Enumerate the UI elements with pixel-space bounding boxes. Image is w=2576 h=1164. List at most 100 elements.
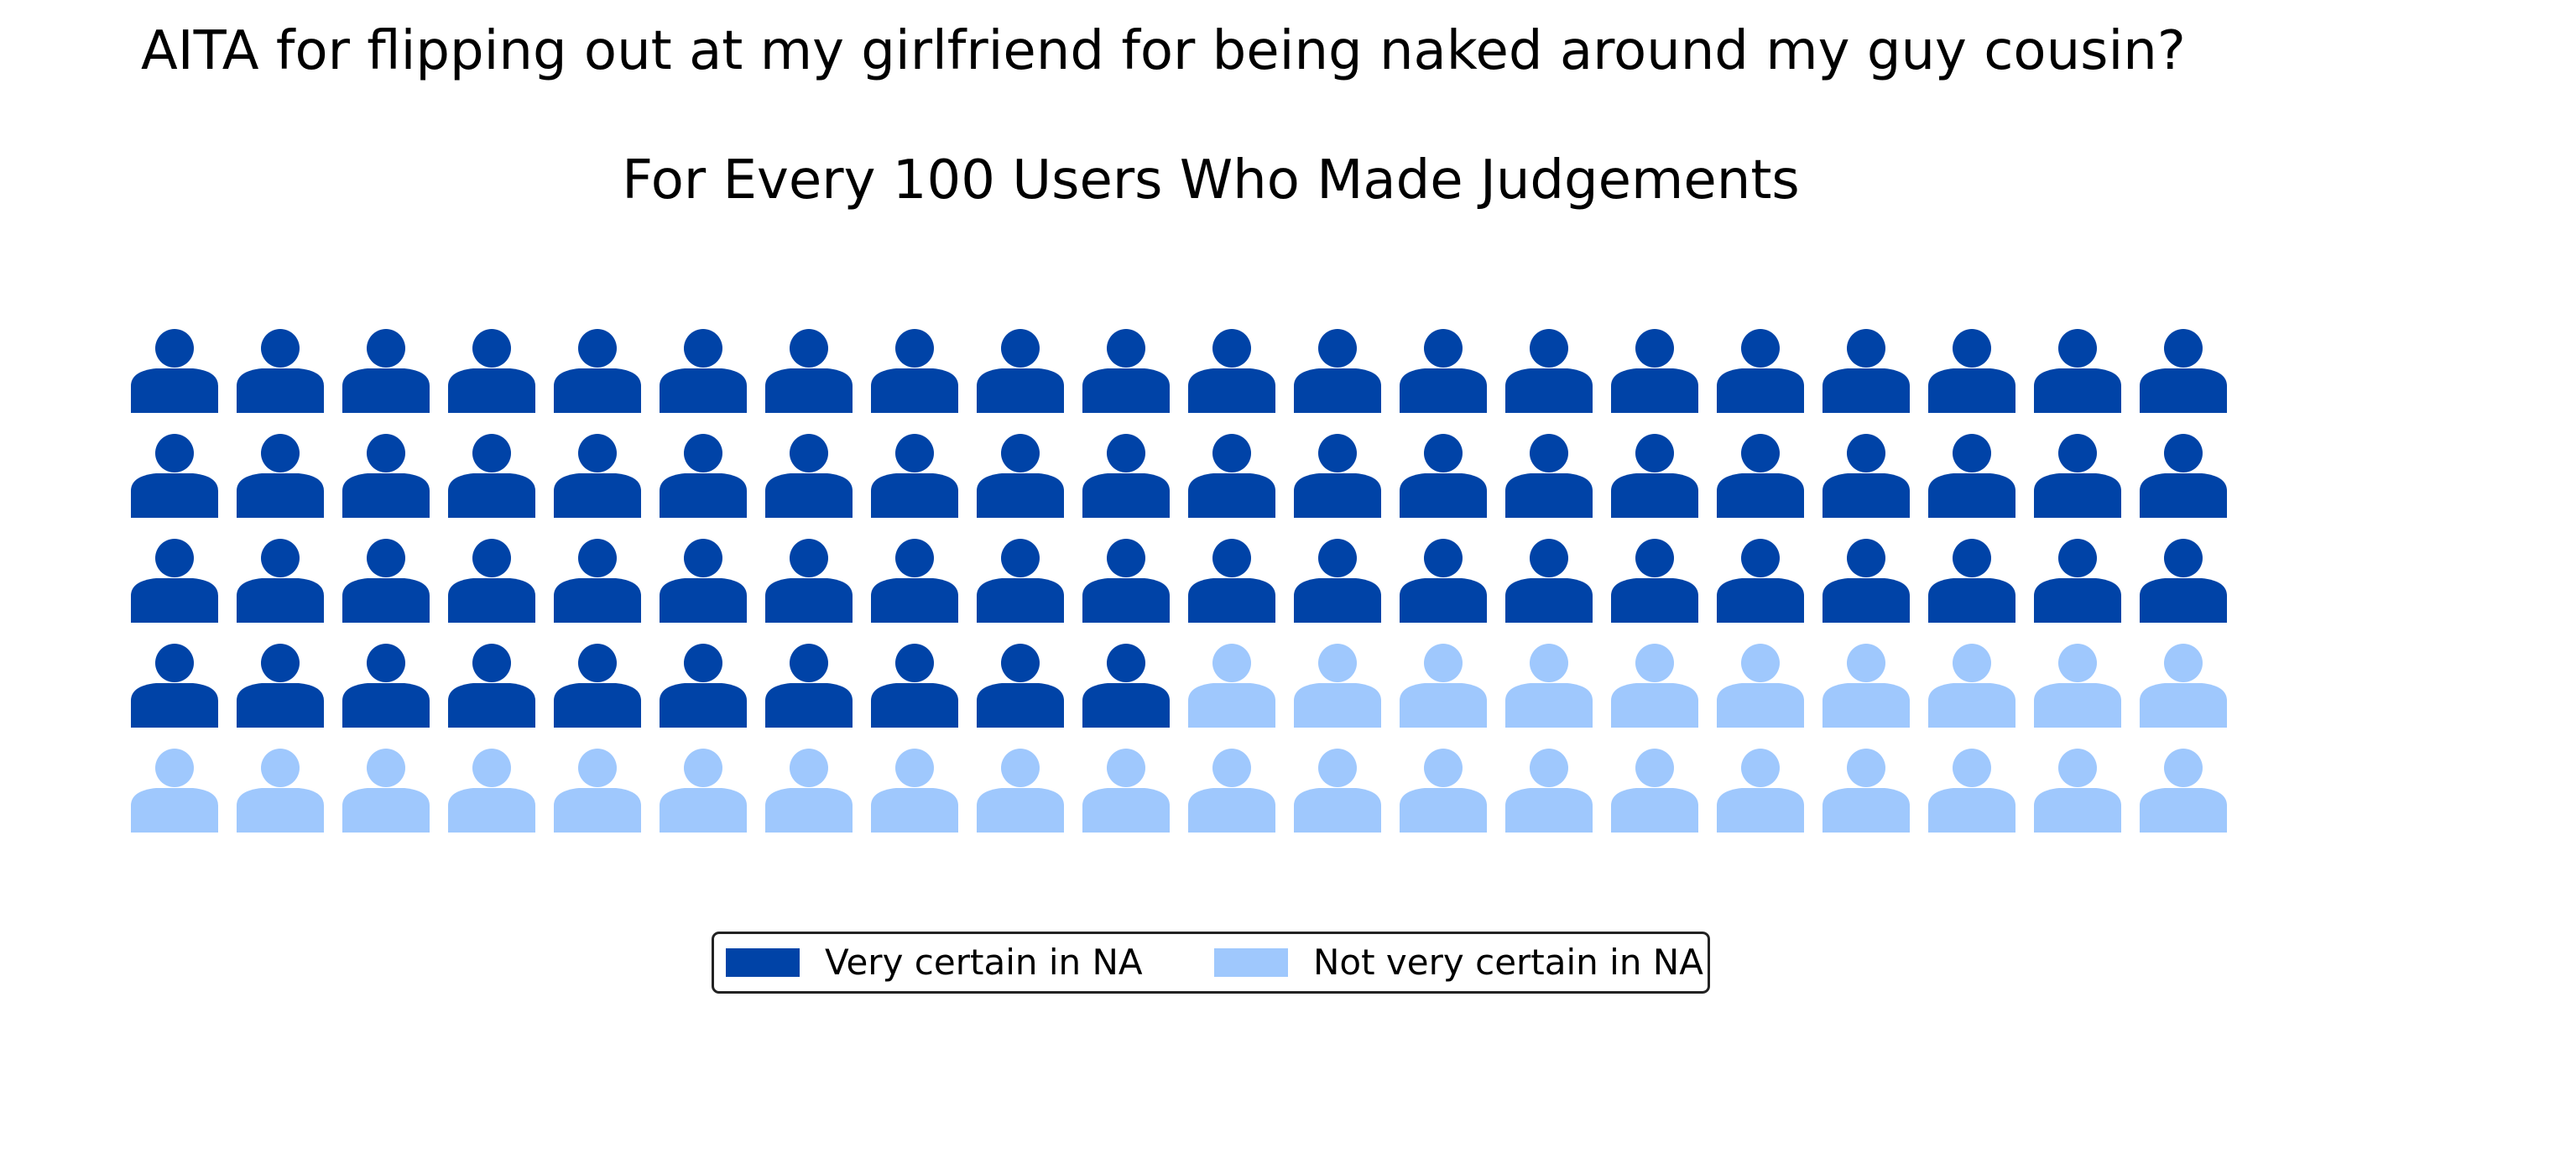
person-icon (977, 539, 1064, 623)
person-icon (1611, 749, 1698, 833)
person-icon (237, 434, 324, 518)
person-icon (2140, 539, 2227, 623)
person-icon (1294, 329, 1381, 413)
person-icon (1928, 434, 2015, 518)
person-icon (1611, 539, 1698, 623)
person-icon (1400, 749, 1487, 833)
person-icon (131, 749, 218, 833)
person-icon (660, 434, 747, 518)
person-icon (1505, 539, 1593, 623)
person-icon (871, 434, 958, 518)
person-icon (1294, 434, 1381, 518)
person-icon (1717, 539, 1804, 623)
person-icon (237, 644, 324, 728)
person-icon (871, 539, 958, 623)
person-icon (342, 434, 430, 518)
person-icon (2034, 749, 2121, 833)
person-icon (1611, 644, 1698, 728)
legend-entry-very-certain: Very certain in NA (726, 934, 1143, 991)
person-icon (871, 749, 958, 833)
person-icon (342, 749, 430, 833)
person-icon (1928, 329, 2015, 413)
legend-swatch-very-certain (726, 948, 800, 977)
legend-entry-not-very-certain: Not very certain in NA (1214, 934, 1703, 991)
person-icon (554, 749, 641, 833)
person-icon (554, 644, 641, 728)
person-icon (871, 329, 958, 413)
person-icon (342, 644, 430, 728)
person-icon (1611, 329, 1698, 413)
person-icon (237, 749, 324, 833)
person-icon (1611, 434, 1698, 518)
person-icon (765, 749, 853, 833)
person-icon (660, 644, 747, 728)
person-icon (1400, 434, 1487, 518)
person-icon (448, 644, 535, 728)
person-icon (977, 749, 1064, 833)
person-icon (660, 749, 747, 833)
person-icon (1294, 644, 1381, 728)
person-icon (977, 644, 1064, 728)
person-icon (977, 329, 1064, 413)
person-icon (660, 539, 747, 623)
person-icon (2034, 539, 2121, 623)
person-icon (1082, 644, 1170, 728)
person-icon (977, 434, 1064, 518)
person-icon (131, 644, 218, 728)
person-icon (1717, 434, 1804, 518)
person-icon (1928, 644, 2015, 728)
person-icon (660, 329, 747, 413)
person-icon (2140, 434, 2227, 518)
person-icon (1400, 539, 1487, 623)
person-icon (448, 434, 535, 518)
chart-title: AITA for flipping out at my girlfriend f… (141, 20, 2186, 82)
person-icon (448, 749, 535, 833)
person-icon (1082, 539, 1170, 623)
person-icon (1822, 329, 1910, 413)
person-icon (2140, 749, 2227, 833)
person-icon (554, 434, 641, 518)
person-icon (131, 539, 218, 623)
person-icon (1505, 329, 1593, 413)
person-icon (765, 539, 853, 623)
person-icon (1188, 644, 1275, 728)
person-icon (1717, 749, 1804, 833)
person-icon (1082, 749, 1170, 833)
legend-label-not-very-certain: Not very certain in NA (1313, 942, 1703, 983)
person-icon (1082, 434, 1170, 518)
person-icon (554, 329, 641, 413)
person-icon (131, 434, 218, 518)
person-icon (1188, 434, 1275, 518)
person-icon (1505, 644, 1593, 728)
legend-swatch-not-very-certain (1214, 948, 1288, 977)
legend: Very certain in NA Not very certain in N… (712, 932, 1710, 994)
person-icon (237, 329, 324, 413)
person-icon (1822, 434, 1910, 518)
legend-label-very-certain: Very certain in NA (825, 942, 1143, 983)
person-icon (448, 329, 535, 413)
person-icon (1188, 329, 1275, 413)
chart-subtitle: For Every 100 Users Who Made Judgements (622, 149, 1800, 211)
person-icon (1822, 749, 1910, 833)
person-icon (1505, 749, 1593, 833)
person-icon (1082, 329, 1170, 413)
person-icon (871, 644, 958, 728)
person-icon (1188, 749, 1275, 833)
person-icon (1822, 644, 1910, 728)
person-icon (237, 539, 324, 623)
person-icon (765, 434, 853, 518)
person-icon (1928, 539, 2015, 623)
person-icon (2034, 434, 2121, 518)
person-icon (1294, 749, 1381, 833)
person-icon (342, 539, 430, 623)
person-icon (554, 539, 641, 623)
person-icon (1294, 539, 1381, 623)
person-icon (2034, 329, 2121, 413)
person-icon (2140, 329, 2227, 413)
person-icon (131, 329, 218, 413)
person-icon (1188, 539, 1275, 623)
person-icon (342, 329, 430, 413)
person-icon (1717, 644, 1804, 728)
person-icon (1505, 434, 1593, 518)
